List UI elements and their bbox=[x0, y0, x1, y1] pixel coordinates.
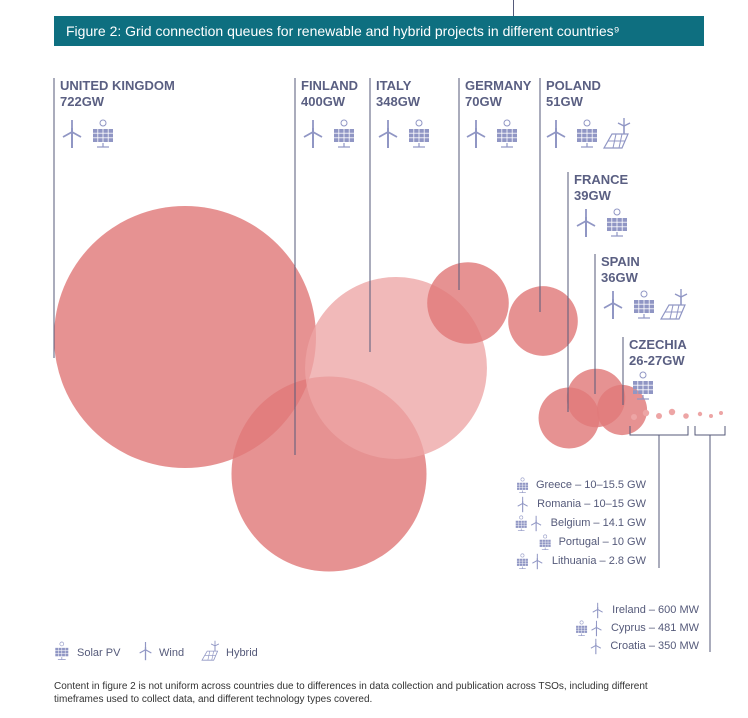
country-name: FINLAND bbox=[301, 78, 359, 93]
country-name: SPAIN bbox=[601, 254, 640, 269]
solar-pv-icon bbox=[55, 641, 69, 660]
country-value: 51GW bbox=[546, 94, 583, 109]
country-name: CZECHIA bbox=[629, 337, 687, 352]
small-country-row: Cyprus – 481 MW bbox=[611, 622, 699, 634]
solar-pv-icon bbox=[633, 371, 653, 400]
small-country-dot bbox=[697, 411, 703, 417]
country-name: UNITED KINGDOM bbox=[60, 78, 175, 93]
wind-icon bbox=[592, 602, 603, 619]
wind-icon bbox=[466, 120, 486, 148]
small-country-dot bbox=[656, 413, 662, 419]
hybrid-icon bbox=[201, 640, 220, 661]
country-value: 348GW bbox=[376, 94, 421, 109]
solar-pv-icon bbox=[576, 620, 588, 636]
small-country-row: Belgium – 14.1 GW bbox=[551, 517, 646, 529]
solar-pv-icon bbox=[517, 477, 529, 493]
country-name: POLAND bbox=[546, 78, 601, 93]
solar-pv-icon bbox=[497, 119, 517, 148]
footnote: Content in figure 2 is not uniform acros… bbox=[54, 681, 648, 705]
solar-pv-icon bbox=[539, 534, 551, 550]
small-country-row: Croatia – 350 MW bbox=[610, 640, 699, 652]
solar-pv-icon bbox=[515, 515, 527, 531]
small-country-label: Cyprus – 481 MW bbox=[610, 622, 699, 634]
small-country-row: Romania – 10–15 GW bbox=[537, 498, 646, 510]
solar-pv-icon bbox=[334, 119, 354, 148]
country-name: GERMANY bbox=[465, 78, 532, 93]
legend-label-wind: Wind bbox=[159, 647, 185, 659]
wind-icon bbox=[532, 553, 543, 570]
wind-icon bbox=[378, 120, 398, 148]
bubble-poland bbox=[508, 286, 578, 356]
wind-icon bbox=[62, 120, 82, 148]
hybrid-icon bbox=[659, 289, 688, 320]
solar-pv-icon bbox=[607, 208, 627, 237]
bubble-united-kingdom bbox=[54, 206, 316, 468]
wind-icon bbox=[517, 496, 528, 513]
small-country-row: Ireland – 600 MW bbox=[612, 604, 699, 616]
country-name: ITALY bbox=[376, 78, 412, 93]
small-country-row: Greece – 10–15.5 GW bbox=[536, 479, 646, 491]
bubble-czechia bbox=[596, 384, 648, 436]
small-country-row: Lithuania – 2.8 GW bbox=[552, 555, 646, 567]
small-country-label: Greece – 10–15.5 GW bbox=[535, 479, 646, 491]
country-value: 39GW bbox=[574, 188, 611, 203]
country-value: 400GW bbox=[301, 94, 346, 109]
small-country-label: Lithuania – 2.8 GW bbox=[551, 555, 646, 567]
small-country-label: Belgium – 14.1 GW bbox=[550, 517, 646, 529]
solar-pv-icon bbox=[93, 119, 113, 148]
country-value: 722GW bbox=[60, 94, 105, 109]
wind-icon bbox=[546, 120, 566, 148]
small-country-label: Ireland – 600 MW bbox=[612, 604, 699, 616]
wind-icon bbox=[530, 515, 542, 532]
bubble-germany bbox=[427, 262, 509, 344]
small-country-label: Portugal – 10 GW bbox=[558, 536, 646, 548]
wind-icon bbox=[590, 638, 602, 655]
country-name: FRANCE bbox=[574, 172, 629, 187]
small-country-dot bbox=[683, 413, 689, 419]
solar-pv-icon bbox=[634, 290, 654, 319]
solar-pv-icon bbox=[577, 119, 597, 148]
figure-title: Figure 2: Grid connection queues for ren… bbox=[54, 16, 704, 46]
small-country-dot bbox=[709, 414, 713, 418]
top-divider-line bbox=[513, 0, 514, 16]
wind-icon bbox=[603, 291, 623, 319]
small-country-dot bbox=[668, 408, 676, 416]
solar-pv-icon bbox=[409, 119, 429, 148]
wind-icon bbox=[139, 642, 152, 661]
country-value: 70GW bbox=[465, 94, 502, 109]
legend-label-solar: Solar PV bbox=[77, 647, 121, 659]
small-country-label: Romania – 10–15 GW bbox=[537, 498, 646, 510]
solar-pv-icon bbox=[516, 553, 528, 569]
wind-icon bbox=[591, 620, 602, 637]
small-country-row: Portugal – 10 GW bbox=[559, 536, 646, 548]
hybrid-icon bbox=[602, 118, 631, 149]
wind-icon bbox=[576, 209, 596, 237]
country-value: 26-27GW bbox=[629, 353, 685, 368]
country-value: 36GW bbox=[601, 270, 638, 285]
small-country-dot bbox=[642, 409, 650, 417]
small-country-dot bbox=[719, 411, 723, 415]
legend-label-hybrid: Hybrid bbox=[226, 647, 258, 659]
wind-icon bbox=[303, 120, 323, 148]
bracket-mw bbox=[694, 426, 726, 436]
small-country-label: Croatia – 350 MW bbox=[610, 640, 699, 652]
small-country-dot bbox=[631, 414, 637, 420]
